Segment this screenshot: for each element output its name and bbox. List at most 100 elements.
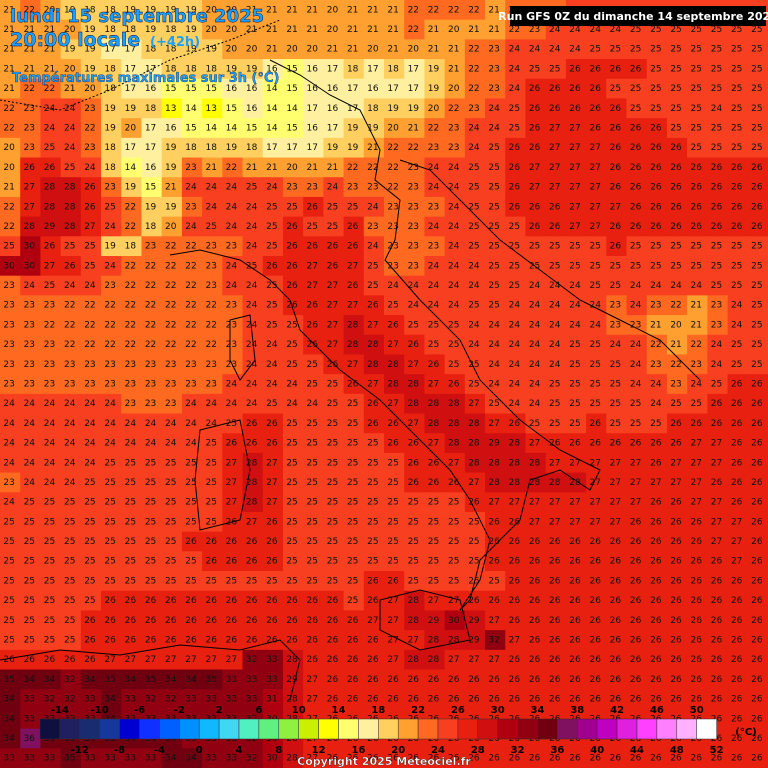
temp-value: 15 (205, 84, 216, 94)
temp-cell (404, 354, 426, 375)
temp-cell (80, 334, 102, 356)
temp-cell (323, 374, 345, 395)
temp-value: 22 (125, 222, 136, 232)
temp-cell (161, 59, 183, 80)
temp-value: 22 (104, 340, 115, 350)
temp-value: 25 (205, 498, 216, 508)
temp-cell (444, 433, 466, 454)
temp-cell (181, 748, 203, 768)
temp-cell (323, 571, 345, 592)
temp-value: 23 (104, 380, 115, 390)
colorbar-tick-label: 34 (531, 705, 545, 716)
temp-cell (384, 19, 405, 40)
temp-cell (646, 236, 668, 257)
temp-cell (282, 196, 304, 218)
temp-cell (666, 590, 688, 612)
temp-value: 26 (367, 655, 379, 665)
temp-cell (565, 689, 587, 710)
temp-value: 26 (691, 557, 703, 567)
temp-value: 33 (24, 754, 35, 764)
temp-value: 27 (529, 439, 540, 449)
temp-value: 28 (509, 478, 521, 488)
temp-cell (404, 59, 426, 80)
temp-value: 26 (630, 576, 642, 586)
temp-cell (0, 571, 21, 592)
colorbar-swatch (218, 718, 240, 740)
temp-cell (303, 748, 324, 768)
temp-value: 26 (589, 596, 601, 606)
temp-cell (485, 59, 506, 80)
temp-cell (485, 512, 506, 533)
temp-value: 22 (165, 320, 176, 330)
temp-cell (666, 512, 688, 533)
colorbar-swatch (616, 718, 638, 740)
temp-cell (323, 413, 345, 434)
temp-cell (727, 610, 749, 631)
temp-cell (80, 590, 102, 612)
temp-value: 24 (24, 439, 36, 449)
temp-cell (0, 472, 21, 493)
temp-cell (727, 531, 749, 552)
temp-value: 26 (650, 183, 662, 193)
temp-value: 27 (448, 458, 459, 468)
temp-cell (20, 315, 42, 336)
temp-value: 24 (205, 399, 217, 409)
temp-value: 27 (266, 458, 277, 468)
temp-value: 25 (145, 557, 156, 567)
temp-cell (485, 630, 506, 651)
temp-cell (222, 59, 244, 80)
temp-cell (384, 630, 405, 651)
temp-value: 19 (165, 143, 177, 153)
temp-cell (384, 315, 405, 336)
temp-value: 25 (468, 242, 479, 252)
temp-cell (424, 196, 446, 218)
temp-cell (242, 689, 264, 710)
temp-value: 27 (549, 163, 560, 173)
temp-value: 23 (185, 202, 196, 212)
temp-cell (303, 216, 324, 237)
temp-value: 26 (509, 183, 521, 193)
temp-cell (505, 551, 527, 572)
temp-value: 26 (650, 754, 662, 764)
temp-value: 27 (165, 655, 176, 665)
temp-value: 26 (610, 596, 622, 606)
temp-cell (707, 236, 729, 257)
temp-cell (384, 354, 405, 375)
temp-cell (0, 433, 21, 454)
temp-value: 24 (488, 124, 500, 134)
temp-value: 26 (751, 439, 763, 449)
temp-cell (141, 571, 163, 592)
temp-cell (161, 78, 183, 100)
temp-cell (424, 78, 446, 100)
temp-cell (20, 196, 42, 218)
temp-value: 26 (670, 675, 682, 685)
temp-cell (606, 315, 628, 336)
temp-cell (161, 354, 183, 375)
temp-cell (121, 295, 143, 316)
temp-cell (363, 39, 385, 60)
temp-cell (626, 216, 648, 237)
temp-value: 21 (3, 5, 14, 15)
temp-cell (141, 196, 163, 218)
temp-cell (444, 610, 466, 631)
temp-value: 24 (408, 281, 420, 291)
temp-cell (20, 118, 42, 139)
temp-cell (0, 610, 21, 631)
temp-value: 26 (185, 596, 197, 606)
temp-cell (80, 610, 102, 631)
temp-cell (20, 177, 42, 198)
temp-value: 27 (549, 183, 560, 193)
temp-cell (363, 610, 385, 631)
temp-value: 27 (589, 222, 600, 232)
temp-value: 25 (448, 340, 459, 350)
temp-value: 23 (488, 64, 499, 74)
temp-cell (565, 59, 587, 80)
temp-value: 26 (670, 202, 682, 212)
temp-value: 26 (650, 636, 662, 646)
temp-value: 26 (448, 675, 460, 685)
temp-value: 24 (44, 478, 56, 488)
temp-value: 32 (145, 695, 156, 705)
temp-value: 27 (327, 301, 338, 311)
temp-cell (626, 315, 648, 336)
temp-cell (384, 512, 405, 533)
